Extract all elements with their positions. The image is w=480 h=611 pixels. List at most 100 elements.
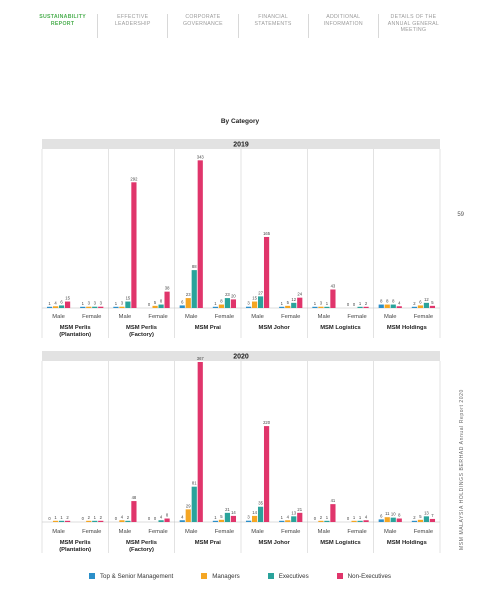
data-label: 88 [192,264,197,269]
data-label: 38 [165,286,170,291]
data-label: 220 [263,420,271,425]
bar [179,305,185,308]
bar [411,306,418,308]
bar [185,509,191,522]
bar [330,504,336,522]
bar [279,306,285,308]
data-label: 14 [252,510,257,515]
gender-label: Female [82,314,101,320]
gender-label: Male [119,314,132,320]
data-label: 0 [48,516,51,521]
bar [119,520,125,522]
bar [119,306,125,308]
bar [92,520,98,522]
bar [396,306,402,308]
data-label: 1 [60,515,63,520]
data-label: 1 [326,301,329,306]
data-label: 8 [166,513,169,518]
bar [257,506,264,522]
data-label: 0 [314,516,317,521]
group-label: MSM Perlis [60,540,91,546]
data-label: 1 [353,515,356,520]
gender-label: Male [52,529,65,535]
year-band [42,139,440,149]
data-label: 1 [214,515,217,520]
data-label: 3 [94,301,97,306]
bar [257,296,264,308]
group-label: (Factory) [129,547,154,553]
bar [58,305,65,308]
data-label: 4 [181,514,184,519]
data-label: 2 [127,515,130,520]
data-label: 0 [148,302,151,307]
gender-label: Female [347,529,366,535]
group-label: (Plantation) [59,332,91,338]
bar [92,306,98,308]
data-label: 12 [291,297,296,302]
gender-label: Male [185,529,198,535]
data-label: 41 [331,498,336,503]
data-label: 2 [413,515,416,520]
bar [245,306,252,308]
data-label: 1 [115,301,118,306]
data-label: 4 [160,514,163,519]
legend-swatch [267,573,274,579]
nav-item-5[interactable]: DETAILS OF THE ANNUAL GENERAL MEETING [377,14,448,38]
nav-item-4[interactable]: ADDITIONAL INFORMATION [307,14,378,38]
bar [318,520,324,522]
nav-item-3[interactable]: FINANCIAL STATEMENTS [237,14,308,38]
bar [98,306,104,308]
page-number: 59 [457,212,464,218]
data-label: 23 [225,292,230,297]
data-label: 2 [100,515,103,520]
bar [158,304,164,308]
bar [52,306,59,308]
nav-item-2[interactable]: CORPORATE GOVERNANCE [167,14,237,38]
bar [384,517,390,522]
bar [164,518,170,522]
legend-label: Top & Senior Management [99,572,174,580]
group-label: MSM Perlis [126,540,157,546]
group-label: (Plantation) [59,547,91,553]
data-label: 4 [365,514,368,519]
gender-label: Male [384,314,397,320]
bar [125,520,131,522]
data-label: 43 [331,283,336,288]
bar [279,520,285,522]
bar [230,515,237,522]
bar [86,520,92,522]
bar [125,301,131,308]
gender-label: Male [251,314,264,320]
group-label: MSM Holdings [387,540,427,546]
data-label: 2 [320,515,323,520]
bar [285,520,291,522]
bar [158,520,164,522]
bar [251,515,258,522]
nav-item-1[interactable]: EFFECTIVE LEADERSHIP [97,14,167,38]
gender-label: Male [318,529,331,535]
legend-item-1: Managers [201,570,240,582]
data-label: 6 [181,299,184,304]
data-label: 3 [88,301,91,306]
data-label: 8 [160,299,163,304]
gender-label: Female [82,529,101,535]
bar [357,306,363,308]
bar [113,306,119,308]
data-label: 3 [100,301,103,306]
data-label: 13 [424,510,429,515]
group-label: MSM Prai [195,540,221,546]
bar [363,520,369,522]
group-label: MSM Logistics [320,325,361,331]
bar [263,426,270,522]
nav-item-0[interactable]: SUSTAINABILITY REPORT [39,14,86,27]
bar [98,520,104,522]
data-label: 1 [314,301,317,306]
data-label: 21 [225,507,230,512]
legend-label: Executives [278,572,309,580]
bar [179,520,185,522]
data-label: 3 [247,301,250,306]
gender-label: Male [185,314,198,320]
bar [218,519,225,522]
data-label: 8 [398,513,401,518]
bar [429,305,436,308]
